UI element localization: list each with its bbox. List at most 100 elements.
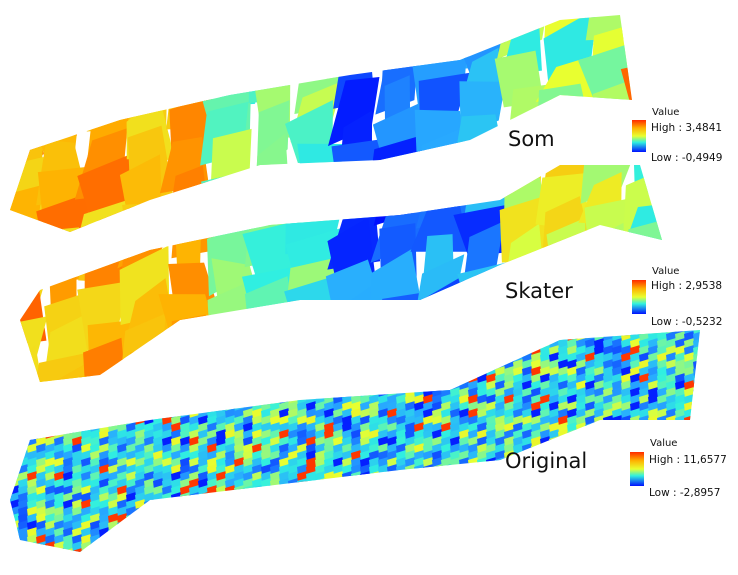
region	[216, 499, 227, 511]
region	[351, 331, 362, 343]
region	[486, 527, 497, 539]
region	[198, 366, 209, 378]
region	[441, 548, 452, 552]
region	[99, 555, 110, 567]
region	[36, 422, 47, 434]
region	[252, 555, 263, 567]
region	[675, 548, 686, 552]
region	[234, 527, 245, 539]
region	[351, 534, 362, 546]
region	[369, 492, 380, 504]
region	[135, 366, 146, 378]
region	[396, 366, 407, 378]
region	[378, 541, 389, 552]
region	[441, 555, 452, 567]
region	[10, 541, 20, 552]
region	[594, 450, 605, 462]
region	[297, 506, 308, 518]
region	[213, 173, 258, 237]
region	[531, 520, 542, 532]
region	[20, 234, 38, 299]
region	[450, 492, 461, 504]
region	[243, 387, 254, 399]
region	[612, 485, 623, 497]
region	[630, 534, 641, 546]
region	[405, 366, 416, 378]
region	[675, 527, 686, 539]
region	[630, 527, 641, 539]
region	[27, 408, 38, 420]
region	[297, 345, 308, 357]
region	[522, 541, 533, 552]
region	[702, 387, 713, 399]
region	[540, 555, 551, 567]
region	[423, 331, 434, 343]
region	[630, 492, 641, 504]
region	[675, 555, 686, 567]
region	[261, 534, 272, 546]
region	[531, 541, 542, 552]
region	[153, 520, 164, 532]
region	[594, 478, 605, 490]
region	[432, 345, 443, 357]
region	[657, 499, 668, 511]
region	[117, 548, 128, 552]
region	[410, 15, 473, 51]
region	[468, 352, 479, 364]
region	[189, 534, 200, 546]
region	[360, 317, 371, 329]
region	[540, 485, 551, 497]
region	[369, 359, 380, 371]
region	[477, 338, 488, 350]
region	[20, 345, 45, 382]
region	[675, 499, 686, 511]
region	[270, 387, 281, 399]
region	[612, 429, 623, 441]
region	[207, 394, 218, 406]
region	[198, 380, 209, 392]
region	[360, 534, 371, 546]
region	[522, 527, 533, 539]
region	[477, 492, 488, 504]
region	[396, 471, 407, 483]
region	[10, 534, 11, 546]
region	[585, 499, 596, 511]
region	[459, 352, 470, 364]
region	[234, 338, 245, 350]
region	[657, 541, 668, 552]
region	[432, 548, 443, 552]
region	[297, 548, 308, 552]
region	[10, 415, 20, 427]
region	[18, 436, 29, 448]
region	[423, 373, 434, 385]
region	[283, 15, 345, 57]
region	[297, 520, 308, 532]
region	[657, 520, 668, 532]
region	[630, 520, 641, 532]
region	[243, 345, 254, 357]
region	[612, 464, 623, 476]
region	[20, 264, 50, 314]
region	[315, 387, 326, 399]
region	[126, 373, 137, 385]
region	[450, 464, 461, 476]
region	[368, 306, 428, 376]
region	[207, 506, 218, 518]
region	[351, 513, 362, 525]
region	[638, 25, 675, 72]
region	[459, 478, 470, 490]
region	[594, 555, 605, 567]
region	[603, 436, 614, 448]
region	[342, 548, 353, 552]
region	[189, 499, 200, 511]
region	[459, 338, 470, 350]
region	[396, 338, 407, 350]
region	[225, 520, 236, 532]
region	[298, 306, 347, 377]
region	[630, 317, 641, 329]
region	[495, 513, 506, 525]
region	[504, 520, 515, 532]
region	[153, 366, 164, 378]
region	[36, 387, 47, 399]
